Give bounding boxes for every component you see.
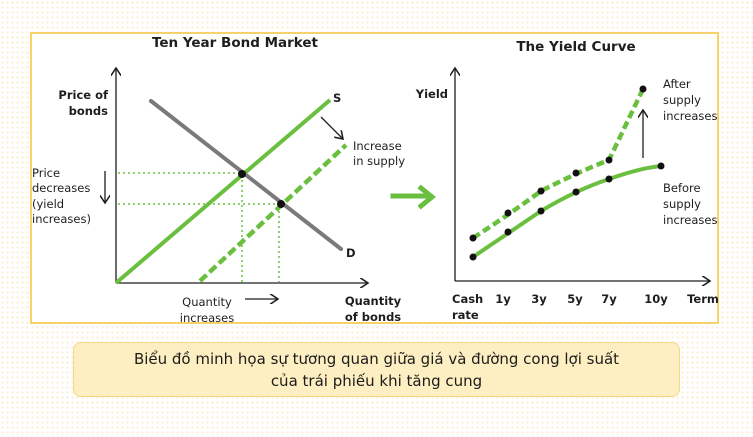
before-note-3: increases	[663, 213, 717, 227]
shift-arrow-icon	[320, 116, 343, 139]
supply-line	[114, 98, 332, 285]
right-title: The Yield Curve	[516, 39, 635, 55]
shift-note-2: in supply	[353, 154, 405, 168]
tick-cash: Cash	[452, 292, 483, 306]
equilibrium-point-2	[277, 200, 285, 208]
caption-line-2: của trái phiếu khi tăng cung	[270, 371, 483, 390]
left-title: Ten Year Bond Market	[152, 35, 319, 51]
price-note-4: increases)	[32, 212, 91, 226]
tick-3y: 3y	[531, 292, 547, 306]
after-note-3: increases	[663, 109, 717, 123]
price-note-1: Price	[32, 166, 60, 180]
demand-line	[149, 99, 343, 251]
demand-label: D	[346, 246, 356, 260]
caption-line-1: Biểu đồ minh họa sự tương quan giữa giá …	[133, 349, 620, 368]
before-curve	[471, 164, 662, 259]
y-axis-label-2: bonds	[69, 104, 109, 118]
before-points	[469, 162, 665, 261]
x-axis-label-1: Quantity	[345, 294, 402, 308]
caption-box: Biểu đồ minh họa sự tương quan giữa giá …	[73, 342, 680, 397]
after-curve	[471, 88, 646, 240]
quantity-note-2: increases	[180, 311, 234, 325]
y-axis-label-1: Price of	[58, 88, 109, 102]
before-note-1: Before	[663, 181, 701, 195]
tick-cash-rate: rate	[452, 308, 479, 322]
after-note-1: After	[663, 77, 691, 91]
bond-market-chart: Ten Year Bond Market Price of bonds S D …	[32, 35, 405, 325]
price-note-2: decreases	[32, 181, 90, 195]
tick-7y: 7y	[601, 292, 617, 306]
quantity-note-1: Quantity	[182, 295, 232, 309]
equilibrium-point-1	[238, 170, 246, 178]
shift-note-1: Increase	[353, 139, 402, 153]
tick-10y: 10y	[644, 292, 668, 306]
after-points	[469, 85, 647, 242]
x-axis-term-label: Term	[687, 292, 719, 306]
after-note-2: supply	[663, 93, 701, 107]
tick-1y: 1y	[495, 292, 511, 306]
diagram-frame	[30, 32, 719, 324]
transition-arrow-icon	[390, 184, 436, 210]
shifted-supply-line	[198, 143, 348, 283]
yield-curve-chart: The Yield Curve Yield After supply incre…	[415, 39, 719, 322]
price-note-3: (yield	[32, 197, 64, 211]
x-axis-label-2: of bonds	[345, 310, 401, 324]
tick-5y: 5y	[567, 292, 583, 306]
supply-label: S	[333, 91, 341, 105]
yield-axis-label: Yield	[415, 87, 448, 101]
before-note-2: supply	[663, 197, 701, 211]
